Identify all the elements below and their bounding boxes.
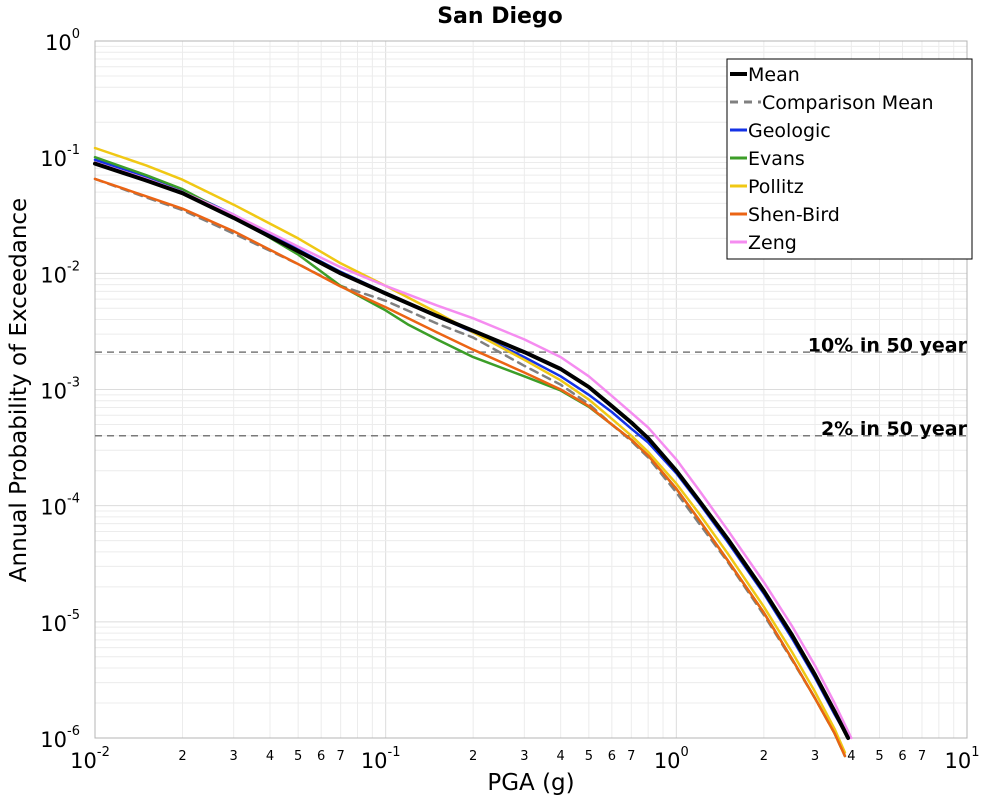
reference-lines: 10% in 50 year 2% in 50 year (95, 335, 968, 440)
y-tick-label: 10-3 (40, 376, 80, 404)
reference-line-label: 2% in 50 year (821, 418, 968, 440)
x-minor-tick-label: 4 (266, 749, 274, 764)
x-minor-tick-label: 4 (847, 749, 855, 764)
x-minor-tick-label: 3 (230, 749, 238, 764)
reference-line-label: 10% in 50 year (808, 335, 968, 357)
y-tick-label: 10-5 (40, 608, 80, 636)
x-minor-tick-label: 5 (585, 749, 593, 764)
x-minor-tick-label: 7 (337, 749, 345, 764)
grid (95, 41, 967, 738)
x-tick-label: 101 (944, 745, 979, 773)
plot-frame (94, 40, 968, 739)
x-tick-label: 10-2 (70, 745, 110, 773)
series-layer (93, 146, 853, 758)
x-minor-tick-label: 6 (898, 749, 906, 764)
legend-entry-label: Geologic (748, 120, 831, 142)
series-line-mean (93, 161, 851, 740)
series-line-shen-bird (93, 177, 847, 758)
y-tick-label: 10-4 (40, 492, 80, 520)
x-tick-label: 10-1 (361, 745, 401, 773)
series-line-pollitz (93, 146, 847, 754)
x-minor-tick-label: 2 (760, 749, 768, 764)
y-axis-label: Annual Probability of Exceedance (6, 198, 32, 582)
legend-entry-label: Mean (748, 64, 800, 86)
x-minor-tick-label: 7 (918, 749, 926, 764)
y-tick-label: 10-2 (40, 259, 80, 287)
x-minor-tick-label: 2 (178, 749, 186, 764)
x-minor-tick-label: 6 (317, 749, 325, 764)
y-tick-label: 10-6 (40, 724, 80, 752)
series-line-zeng (93, 161, 853, 740)
x-minor-tick-label: 3 (520, 749, 528, 764)
x-minor-tick-label: 2 (469, 749, 477, 764)
x-axis-label: PGA (g) (487, 770, 574, 796)
x-minor-tick-label: 7 (627, 749, 635, 764)
legend-entry-label: Zeng (748, 232, 797, 254)
x-minor-tick-label: 5 (294, 749, 302, 764)
y-tick-label: 10-1 (40, 143, 80, 171)
x-minor-tick-label: 3 (811, 749, 819, 764)
legend-box (726, 58, 973, 260)
x-tick-label: 100 (654, 745, 689, 773)
x-minor-tick-label: 4 (557, 749, 565, 764)
y-tick-label: 100 (45, 27, 80, 55)
x-minor-tick-label: 5 (875, 749, 883, 764)
legend-entry-label: Shen-Bird (748, 204, 840, 226)
x-minor-tick-label: 6 (608, 749, 616, 764)
legend-entry-label: Comparison Mean (762, 92, 934, 114)
chart-title: San Diego (437, 4, 563, 29)
legend: Mean Comparison Mean Geologic Evans Pollitz S… (726, 58, 973, 260)
legend-entry-label: Pollitz (748, 176, 804, 198)
legend-entry-label: Evans (748, 148, 805, 170)
